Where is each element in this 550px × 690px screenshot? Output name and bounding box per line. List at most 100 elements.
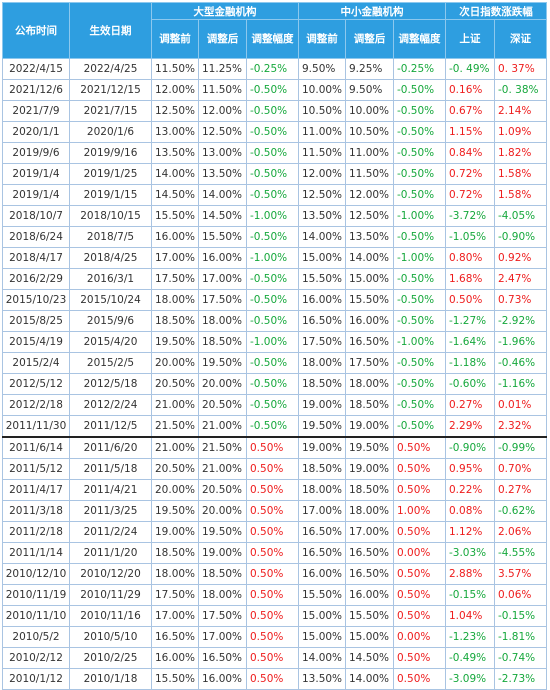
large-change-cell: -0.50% (246, 373, 299, 395)
large-after-cell: 12.50% (198, 121, 247, 143)
announce-date-cell: 2019/1/4 (2, 184, 70, 206)
large-after-cell: 21.50% (198, 436, 247, 459)
effective-date-cell: 2019/1/15 (69, 184, 152, 206)
large-before-cell: 18.50% (151, 542, 199, 564)
table-row: 2011/4/17 2011/4/21 20.00% 20.50% 0.50% 18.00… (2, 479, 547, 501)
announce-date-cell: 2011/3/18 (2, 500, 70, 522)
small-change-cell: 0.50% (393, 436, 446, 459)
small-before-cell: 16.50% (298, 542, 346, 564)
shenzhen-change-cell: -0.15% (494, 605, 547, 627)
table-header: 公布时间 生效日期 大型金融机构 中小金融机构 次日指数涨跌幅 调整前 调整后 … (2, 2, 547, 59)
small-after-cell: 19.00% (345, 458, 394, 480)
small-change-cell: -0.50% (393, 352, 446, 374)
effective-date-cell: 2011/5/18 (69, 458, 152, 480)
small-after-cell: 17.50% (345, 352, 394, 374)
small-after-cell: 16.00% (345, 584, 394, 606)
header-announce-date: 公布时间 (2, 2, 70, 59)
table-row: 2011/11/30 2011/12/5 21.50% 21.00% -0.50% 19.… (2, 415, 547, 438)
shenzhen-change-cell: 2.32% (494, 415, 547, 438)
large-change-cell: 0.50% (246, 542, 299, 564)
table-row: 2021/7/9 2021/7/15 12.50% 12.00% -0.50% 10.50… (2, 100, 547, 122)
large-before-cell: 19.50% (151, 500, 199, 522)
shanghai-change-cell: -1.64% (445, 331, 495, 353)
large-before-cell: 12.00% (151, 79, 199, 101)
shenzhen-change-cell: 0.06% (494, 584, 547, 606)
effective-date-cell: 2018/10/15 (69, 205, 152, 227)
large-after-cell: 14.50% (198, 205, 247, 227)
table-row: 2021/12/6 2021/12/15 12.00% 11.50% -0.50% 10.… (2, 79, 547, 101)
small-before-cell: 16.00% (298, 289, 346, 311)
table-row: 2018/6/24 2018/7/5 16.00% 15.50% -0.50% 14.00… (2, 226, 547, 248)
large-before-cell: 18.50% (151, 310, 199, 332)
small-change-cell: -0.50% (393, 310, 446, 332)
table-row: 2010/11/19 2010/11/29 17.50% 18.00% 0.50% 15.… (2, 584, 547, 606)
shenzhen-change-cell: 3.57% (494, 563, 547, 585)
large-change-cell: -0.50% (246, 352, 299, 374)
table-row: 2019/1/4 2019/1/15 14.50% 14.00% -0.50% 12.50… (2, 184, 547, 206)
large-change-cell: 0.50% (246, 436, 299, 459)
small-change-cell: -0.50% (393, 226, 446, 248)
large-after-cell: 17.00% (198, 626, 247, 648)
small-before-cell: 11.00% (298, 121, 346, 143)
header-small-after: 调整后 (345, 19, 394, 59)
shanghai-change-cell: 2.29% (445, 415, 495, 438)
small-after-cell: 15.50% (345, 289, 394, 311)
shanghai-change-cell: -1.18% (445, 352, 495, 374)
large-after-cell: 18.50% (198, 331, 247, 353)
large-change-cell: -0.50% (246, 184, 299, 206)
large-change-cell: -0.50% (246, 163, 299, 185)
small-after-cell: 12.50% (345, 205, 394, 227)
large-after-cell: 20.50% (198, 394, 247, 416)
large-before-cell: 20.50% (151, 458, 199, 480)
large-after-cell: 18.00% (198, 310, 247, 332)
table-row: 2012/5/12 2012/5/18 20.50% 20.00% -0.50% 18.5… (2, 373, 547, 395)
large-change-cell: -0.50% (246, 100, 299, 122)
large-before-cell: 17.50% (151, 584, 199, 606)
small-before-cell: 19.50% (298, 415, 346, 438)
shenzhen-change-cell: -0.74% (494, 647, 547, 669)
small-before-cell: 14.00% (298, 226, 346, 248)
shanghai-change-cell: -0.90% (445, 436, 495, 459)
shenzhen-change-cell: 0.27% (494, 479, 547, 501)
table-row: 2011/6/14 2011/6/20 21.00% 21.50% 0.50% 19.00… (2, 436, 547, 459)
small-after-cell: 17.00% (345, 521, 394, 543)
large-after-cell: 21.00% (198, 458, 247, 480)
large-change-cell: -0.50% (246, 79, 299, 101)
large-after-cell: 13.00% (198, 142, 247, 164)
announce-date-cell: 2018/6/24 (2, 226, 70, 248)
small-before-cell: 15.00% (298, 626, 346, 648)
large-before-cell: 17.00% (151, 247, 199, 269)
shanghai-change-cell: 1.68% (445, 268, 495, 290)
small-change-cell: 0.50% (393, 668, 446, 690)
small-change-cell: -0.50% (393, 142, 446, 164)
table-row: 2015/4/19 2015/4/20 19.50% 18.50% -1.00% 17.5… (2, 331, 547, 353)
shenzhen-change-cell: -1.16% (494, 373, 547, 395)
shenzhen-change-cell: 1.58% (494, 163, 547, 185)
small-after-cell: 18.00% (345, 500, 394, 522)
table-row: 2010/11/10 2010/11/16 17.00% 17.50% 0.50% 15.… (2, 605, 547, 627)
shanghai-change-cell: 0.16% (445, 79, 495, 101)
announce-date-cell: 2015/4/19 (2, 331, 70, 353)
header-large-after: 调整后 (198, 19, 247, 59)
small-after-cell: 13.50% (345, 226, 394, 248)
small-after-cell: 11.00% (345, 142, 394, 164)
effective-date-cell: 2021/12/15 (69, 79, 152, 101)
effective-date-cell: 2011/6/20 (69, 436, 152, 459)
effective-date-cell: 2010/2/25 (69, 647, 152, 669)
large-after-cell: 17.00% (198, 268, 247, 290)
effective-date-cell: 2018/7/5 (69, 226, 152, 248)
small-after-cell: 18.50% (345, 394, 394, 416)
small-change-cell: -0.50% (393, 289, 446, 311)
small-change-cell: 0.50% (393, 563, 446, 585)
shanghai-change-cell: 0.08% (445, 500, 495, 522)
shenzhen-change-cell: 1.09% (494, 121, 547, 143)
small-change-cell: -0.50% (393, 394, 446, 416)
large-after-cell: 19.50% (198, 352, 247, 374)
large-before-cell: 17.00% (151, 605, 199, 627)
small-before-cell: 18.00% (298, 479, 346, 501)
effective-date-cell: 2015/10/24 (69, 289, 152, 311)
effective-date-cell: 2011/2/24 (69, 521, 152, 543)
large-before-cell: 16.00% (151, 226, 199, 248)
large-after-cell: 13.50% (198, 163, 247, 185)
shanghai-change-cell: 0.67% (445, 100, 495, 122)
